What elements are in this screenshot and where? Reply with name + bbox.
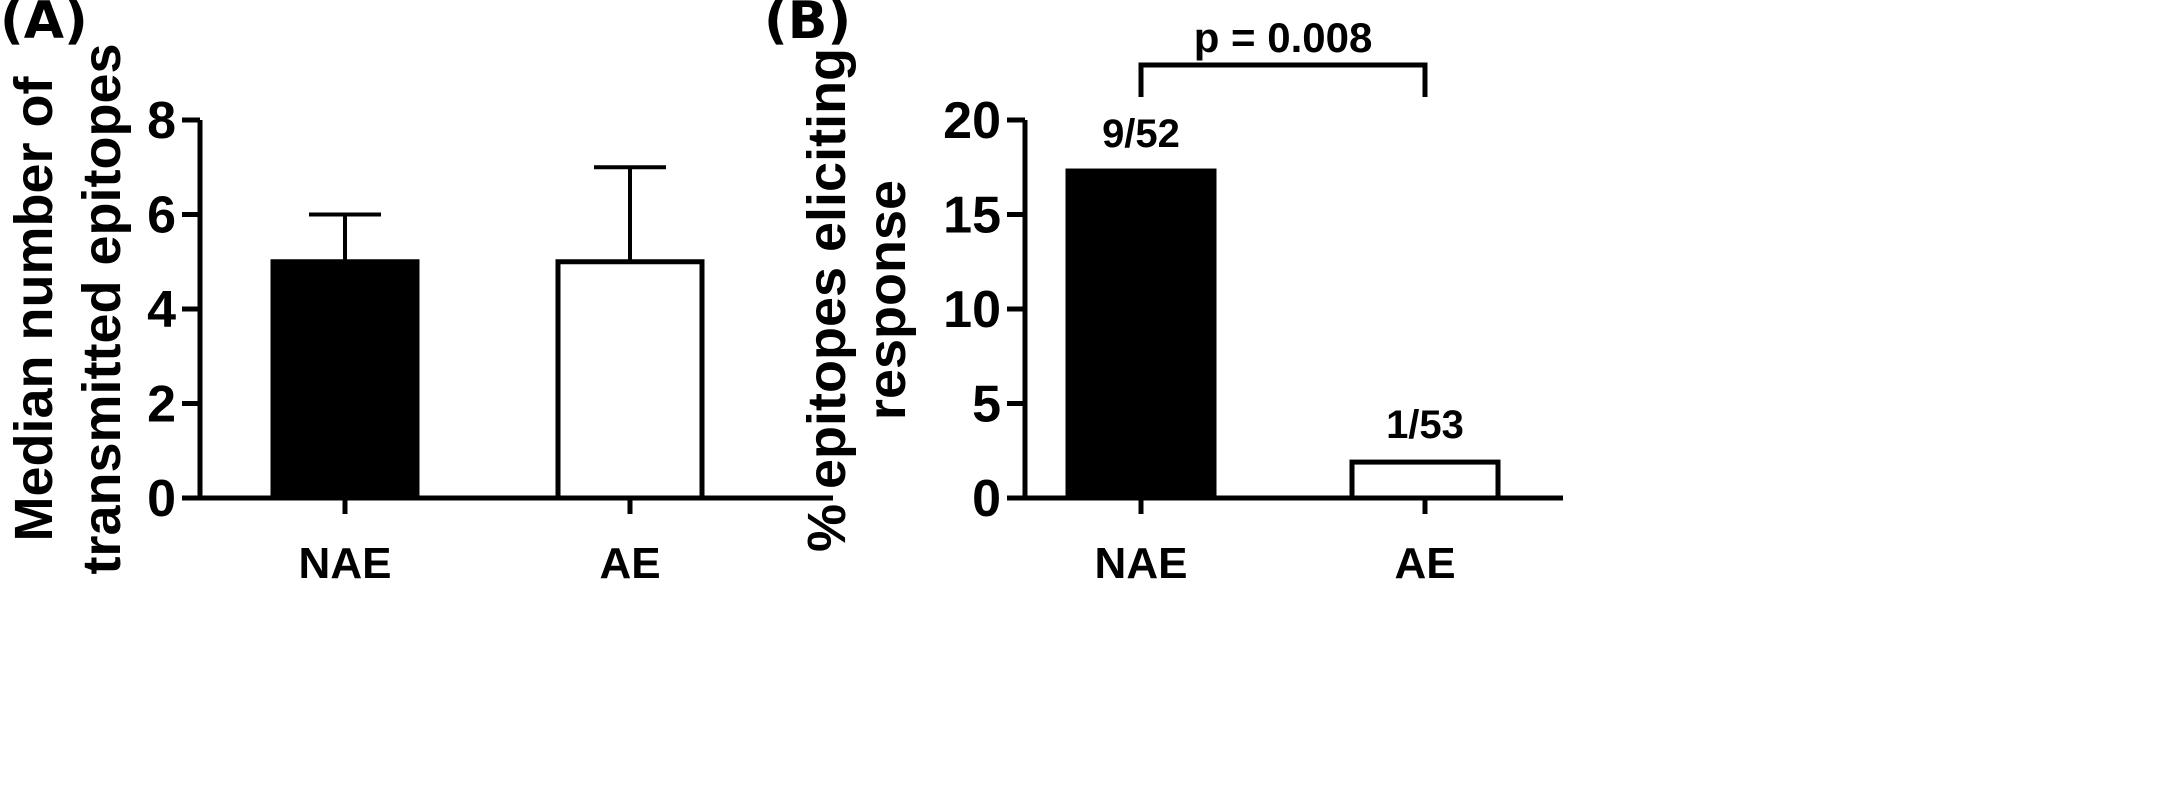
y-axis-title: Median number of [4,75,64,541]
data-label: 9/52 [1102,112,1180,156]
y-axis-title: transmitted epitopes [72,43,132,574]
bar-ae [555,259,705,501]
y-tick-label: 15 [943,187,1001,245]
data-label: 1/53 [1386,403,1464,447]
y-tick-label: 4 [147,281,176,339]
significance-bracket [1138,62,1428,97]
bar-nae [1065,168,1217,501]
panel-label: (A) [0,0,88,51]
y-tick-label: 5 [972,376,1001,434]
bar-ae [1349,459,1501,501]
p-value-label: p = 0.008 [1194,14,1373,61]
y-tick-label: 20 [943,92,1001,150]
panel-label: (B) [764,0,851,51]
y-tick-label: 2 [147,376,176,434]
y-tick-label: 6 [147,187,176,245]
y-axis-title: % epitopes eliciting [797,48,857,552]
chart-panel-a: (A) Median number of transmitted epitopes 0… [0,0,833,588]
y-tick-label: 0 [972,470,1001,528]
y-tick-label: 0 [147,470,176,528]
y-tick-label: 8 [147,92,176,150]
y-axis-title: response [857,180,917,420]
y-tick-label: 10 [943,281,1001,339]
x-tick-label: NAE [1095,539,1188,588]
x-tick-label: AE [599,539,660,588]
bar-nae [270,259,420,501]
x-tick-label: NAE [299,539,392,588]
x-tick-label: AE [1394,539,1455,588]
chart-panel-b: (B)% epitopes eliciting response 0 5 10 15 20 N… [764,0,1563,588]
